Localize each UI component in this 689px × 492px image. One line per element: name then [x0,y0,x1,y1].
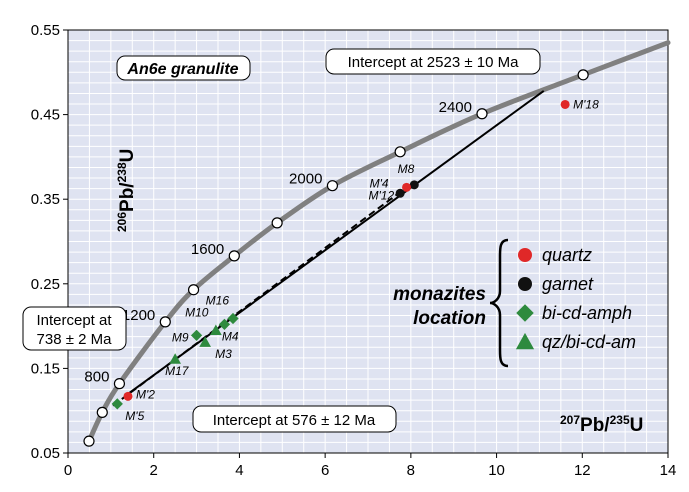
x-axis-label-part: 235 [610,413,630,427]
y-tick-label: 0.55 [31,22,60,39]
point-label: M16 [206,293,230,307]
x-tick-label: 8 [407,462,415,479]
data-point [395,188,405,198]
legend-label: qz/bi-cd-am [542,332,636,352]
x-tick-label: 2 [150,462,158,479]
age-label: 1200 [122,307,155,324]
x-tick-label: 4 [235,462,243,479]
point-label: M'4 [370,176,389,190]
plot-frame [67,29,669,454]
data-point [111,398,123,410]
legend: quartz garnet bi-cd-amph qz/bi-cd-am monazit… [393,238,636,368]
x-axis-label-part: U [630,415,644,436]
legend-marker [518,277,532,291]
grid-lines [67,29,669,454]
lower-intercept-line2: 738 ± 2 Ma [37,331,113,348]
legend-marker [516,304,534,322]
data-point [409,180,419,190]
x-tick-label: 0 [64,462,72,479]
age-marker [271,217,283,229]
legend-marker [518,248,532,262]
chart-title: An6e granulite [126,61,238,78]
lower-intercept-line1: Intercept at [36,312,112,329]
x-tick-label: 14 [660,462,677,479]
point-label: M'5 [125,409,144,423]
discordia-lines [112,90,545,407]
y-tick-label: 0.35 [31,191,60,208]
point-label: M9 [172,330,189,344]
point-label: M4 [222,329,239,343]
age-label: 800 [84,369,109,386]
age-marker [187,284,200,296]
x-tick-label: 10 [488,462,505,479]
age-marker [113,378,126,390]
point-label: M17 [165,364,190,378]
data-point [402,182,412,192]
y-axis-label-part: Pb/ [117,182,138,212]
legend-brace [489,238,509,368]
y-tick-label: 0.25 [31,276,60,293]
age-marker [228,250,240,262]
age-label: 2000 [289,171,322,188]
concordia-curve: 800 1200 1600 2000 2400 [83,40,671,447]
y-axis-label-part: 238 [115,162,129,182]
data-point [218,318,231,331]
legend-marker [515,332,535,350]
y-tick-label: 0.15 [31,360,60,377]
age-label: 2400 [439,99,472,116]
point-label: M'18 [573,97,599,111]
legend-title-line2: location [413,308,486,329]
data-point [560,99,570,109]
x-axis-label: 207Pb/235U [560,413,643,436]
lower-intercept-b-label: Intercept at 576 ± 12 Ma [213,412,376,429]
upper-intercept-box [325,48,541,75]
data-point [227,312,239,325]
point-label: M3 [215,347,232,361]
age-marker [577,69,589,81]
data-point [199,336,211,347]
x-axis-label-part: Pb/ [580,415,610,436]
age-label: 1600 [191,241,224,258]
age-marker [159,316,171,328]
age-marker [326,180,339,192]
y-axis-label: 206Pb/238U [115,149,138,232]
x-axis-label-part: 207 [560,413,580,427]
annotations: An6e granulite Intercept at 2523 ± 10 Ma I… [22,48,643,436]
point-label: M'2 [136,387,155,401]
y-tick-label: 0.05 [31,445,60,462]
point-label: M8 [398,162,415,176]
lower-intercept-box [22,306,127,351]
point-label: M'12 [369,188,395,202]
age-marker [476,108,488,120]
data-point [123,391,133,401]
legend-label: quartz [542,245,592,265]
age-marker [83,435,95,447]
discordia-dashed-line [112,186,408,407]
age-marker [96,406,108,418]
x-tick-label: 6 [321,462,329,479]
legend-label: bi-cd-amph [542,303,632,323]
y-tick-label: 0.45 [31,107,60,124]
point-label: M10 [185,305,209,319]
data-point [210,324,222,336]
title-box [116,55,251,81]
y-axis-label-part: 206 [115,212,129,232]
data-point [190,329,203,342]
legend-label: garnet [542,274,594,294]
data-point [169,353,181,364]
x-tick-label: 12 [574,462,591,479]
y-axis-label-part: U [117,149,138,163]
legend-title-line1: monazites [393,284,486,305]
upper-intercept-label: Intercept at 2523 ± 10 Ma [348,54,519,71]
lower-intercept-b-box [192,405,397,433]
axis-ticks: 0 2 4 6 8 10 12 14 0.05 0.15 0.25 0.35 0.45 0.55 [31,22,677,479]
age-marker [394,146,406,158]
